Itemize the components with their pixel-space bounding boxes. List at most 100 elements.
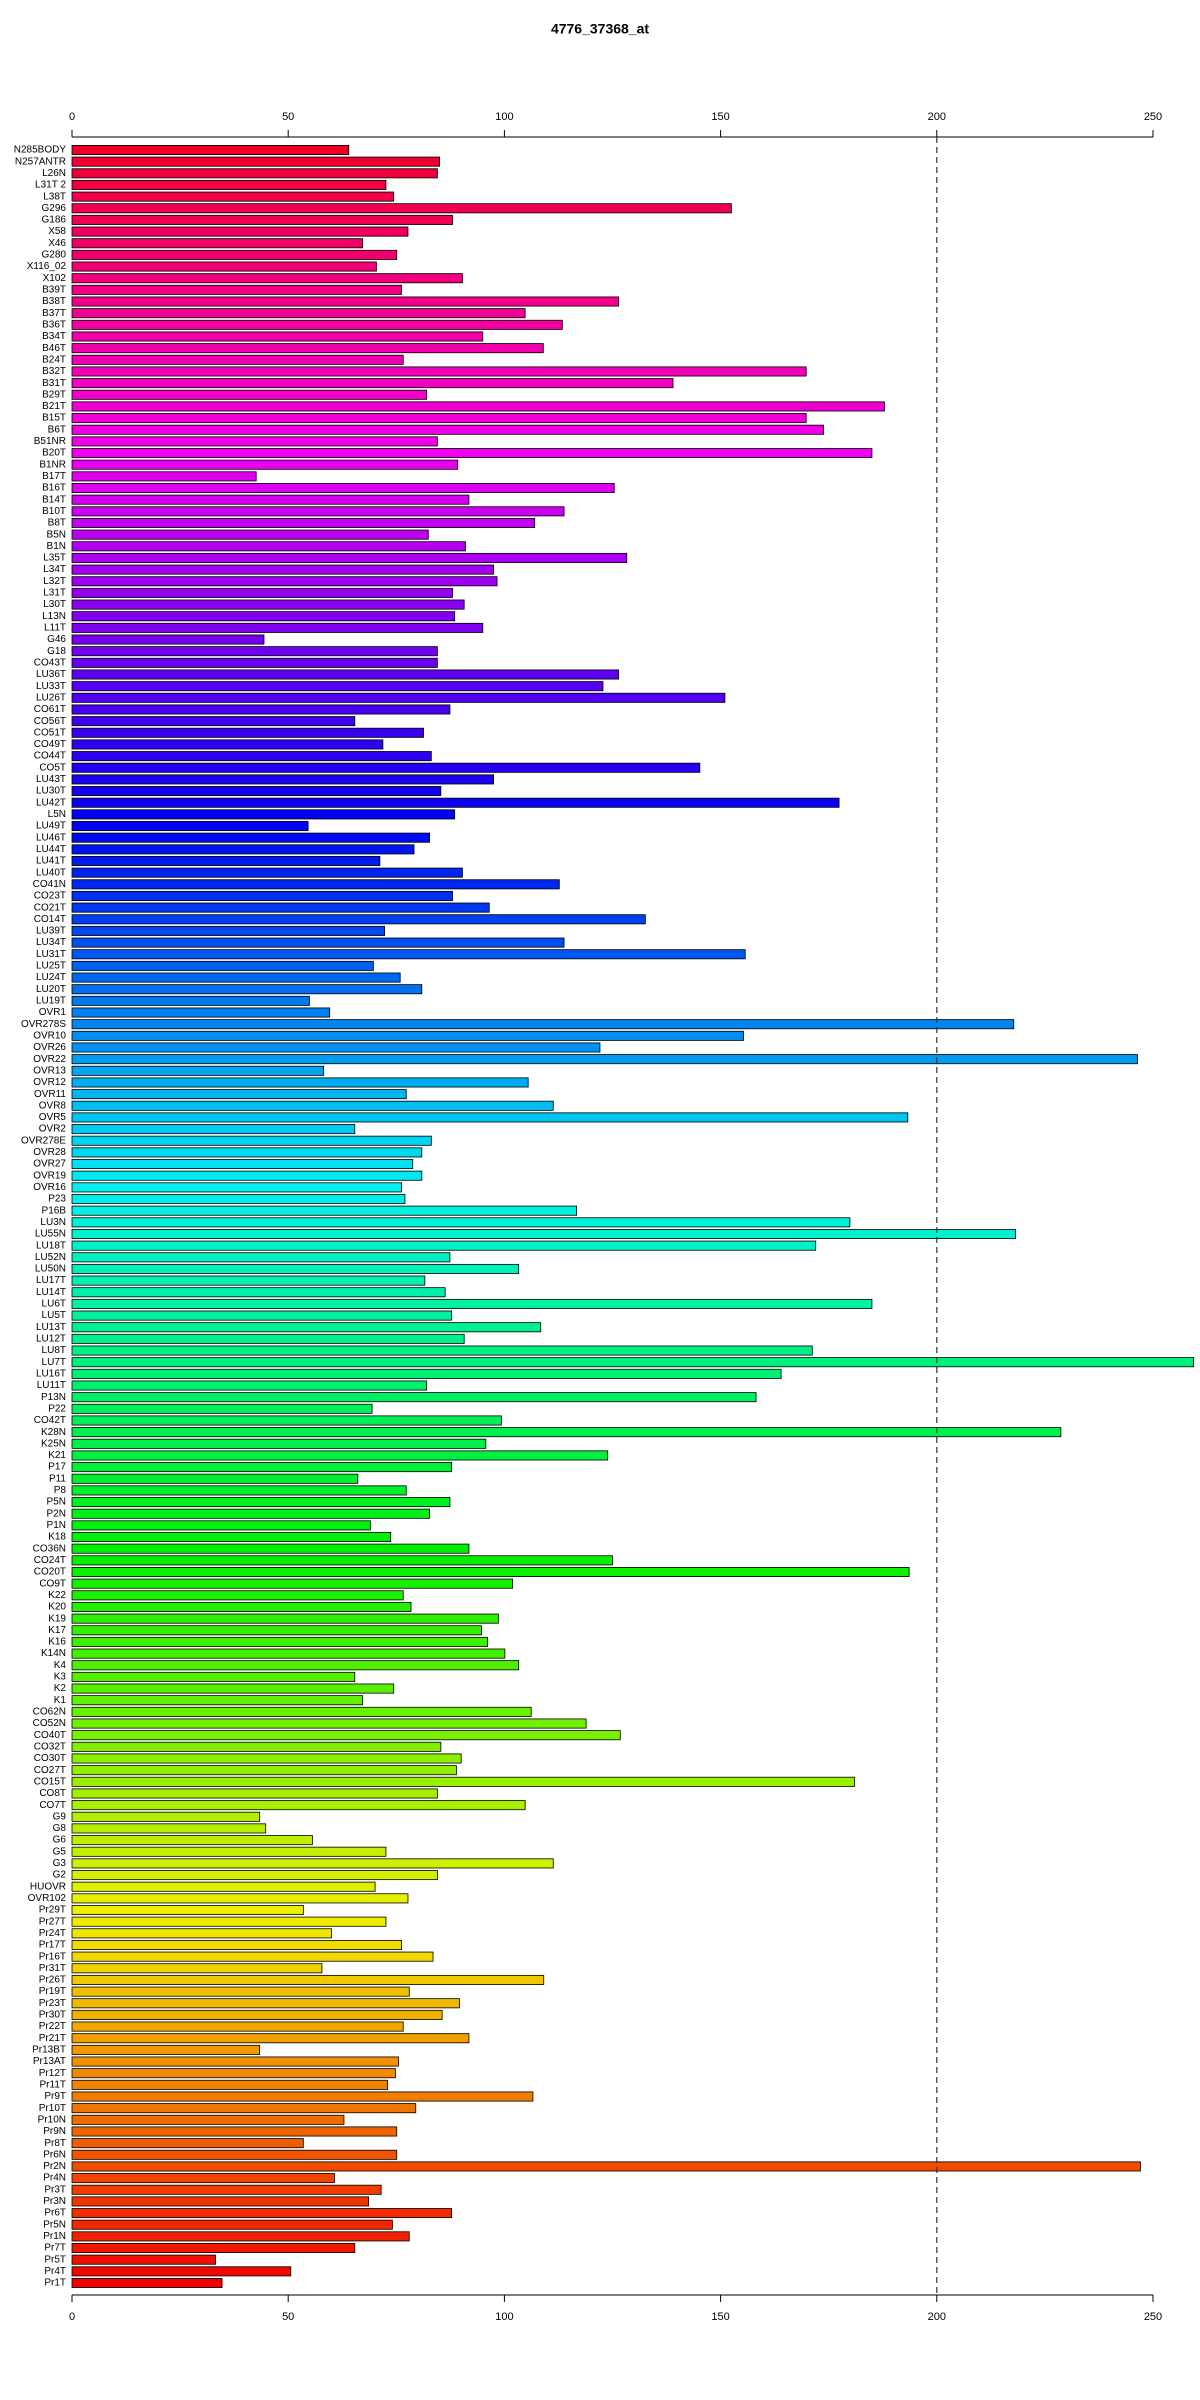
bar [71,2009,443,2020]
bar [71,1182,402,1193]
y-tick-label: L32T [43,576,66,587]
bar [71,1042,601,1053]
y-tick-label: OVR1 [39,1007,67,1018]
bar [71,669,619,680]
bar [71,1951,434,1962]
bar [71,564,494,575]
bar [71,832,430,843]
y-tick-label: OVR5 [39,1112,67,1123]
bar [71,2091,534,2102]
bar [71,1974,545,1985]
bar [71,2184,382,2195]
x-tick-label: 200 [928,111,946,123]
bar [71,1555,613,1566]
bar [71,949,746,960]
y-tick-label: OVR278S [21,1019,66,1030]
bar [71,494,470,505]
y-tick-label: Pr29T [39,1905,66,1916]
bar [71,960,374,971]
y-tick-label: OVR19 [33,1170,66,1181]
y-tick-label: LU49T [36,821,66,832]
bar [71,1415,502,1426]
bar [71,144,350,155]
y-tick-label: CO44T [34,751,66,762]
bar [71,704,451,715]
y-tick-label: B1N [47,541,66,552]
y-tick-label: G6 [53,1835,67,1846]
y-tick-label: LU19T [36,996,66,1007]
y-tick-label: CO23T [34,891,66,902]
y-tick-label: LU43T [36,774,66,785]
y-tick-label: K14N [41,1648,66,1659]
bar [71,1800,526,1811]
bar [71,1135,432,1146]
y-tick-label: LU44T [36,844,66,855]
y-tick-label: Pr11T [40,2079,67,2090]
bar [71,1275,426,1286]
y-tick-label: Pr19T [39,1986,66,1997]
bar [71,762,701,773]
y-tick-label: K1 [54,1695,67,1706]
bar [71,2266,292,2277]
x-tick-label: 50 [282,2311,294,2323]
bar [71,529,429,540]
y-tick-label: Pr30T [39,2010,66,2021]
bar [71,319,563,330]
y-tick-label: CO7T [39,1800,66,1811]
y-tick-label: LU36T [36,669,66,680]
y-tick-label: G2 [53,1870,67,1881]
bar [71,774,494,785]
bar [71,1345,813,1356]
bar [71,436,438,447]
y-tick-label: L13N [42,611,66,622]
bar [71,1310,453,1321]
y-tick-label: LU14T [36,1287,66,1298]
y-tick-label: LU30T [36,786,66,797]
y-tick-label: LU3N [40,1217,66,1228]
y-tick-label: OVR27 [33,1159,66,1170]
bar [71,1765,457,1776]
y-tick-label: B51NR [34,436,66,447]
y-tick-label: LU18T [36,1240,66,1251]
bar [71,343,544,354]
y-tick-label: LU41T [36,856,66,867]
y-tick-label: Pr1T [44,2278,66,2289]
bar [71,1147,423,1158]
y-tick-label: CO15T [34,1776,66,1787]
y-tick-label: LU25T [36,961,66,972]
bar [71,2208,453,2219]
y-tick-label: K4 [54,1660,67,1671]
bar [71,2231,410,2242]
bar [71,1870,438,1881]
bar [71,972,401,983]
y-tick-label: B21T [42,401,66,412]
bar [71,389,427,400]
y-tick-label: K2 [54,1683,67,1694]
bar [71,2243,356,2254]
x-tick-label: 100 [495,111,513,123]
bar [71,1613,499,1624]
y-tick-label: P23 [48,1194,66,1205]
y-tick-label: Pr17T [39,1940,66,1951]
bar [71,1986,410,1997]
bar [71,517,536,528]
bar [71,1625,482,1636]
y-tick-label: B36T [42,319,66,330]
y-tick-label: LU16T [36,1368,66,1379]
y-tick-label: B6T [48,424,66,435]
bar [71,459,459,470]
y-tick-label: CO42T [34,1415,66,1426]
y-tick-label: X58 [48,226,66,237]
bar [71,2138,304,2149]
y-tick-label: CO51T [34,727,66,738]
y-tick-label: B10T [42,506,66,517]
bar [71,1450,609,1461]
y-tick-label: P13N [41,1392,66,1403]
y-tick-label: LU11T [37,1380,66,1391]
x-tick-label: 50 [282,111,294,123]
y-tick-label: CO61T [34,704,66,715]
y-tick-label: P22 [48,1403,66,1414]
bar [71,179,387,190]
